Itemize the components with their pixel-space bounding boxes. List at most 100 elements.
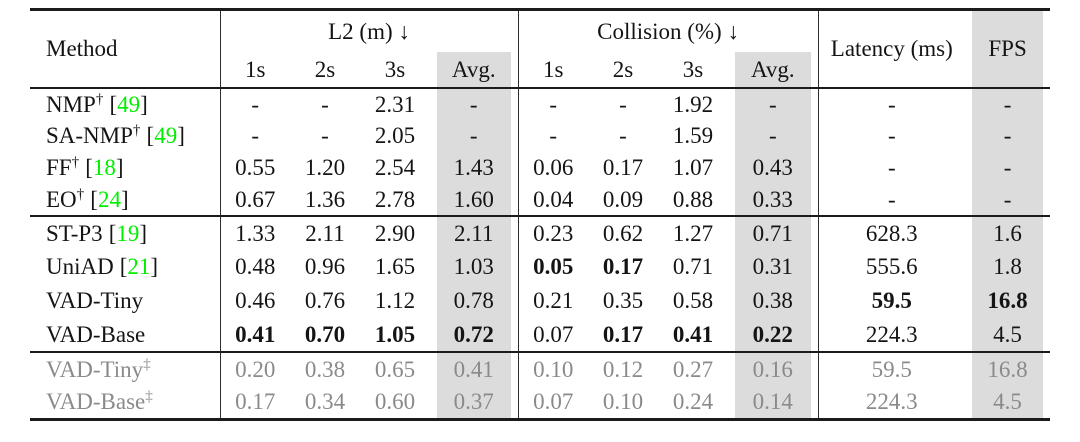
col-header-latency: Latency (ms) bbox=[830, 36, 953, 62]
header-row-groups: Method L2 (m) ↓ Collision (%) ↓ Latency … bbox=[30, 9, 1050, 88]
col-header-col-1s: 1s bbox=[543, 56, 564, 82]
latency-value: 628.3 bbox=[865, 220, 918, 246]
bracket-close: ] bbox=[177, 123, 185, 148]
l2-3s-value: 2.05 bbox=[374, 123, 416, 148]
fps-value: - bbox=[965, 87, 1050, 120]
citation-number[interactable]: 18 bbox=[92, 155, 116, 180]
l2-2s-value: 1.20 bbox=[304, 155, 346, 180]
l2-3s-value: 2.31 bbox=[374, 91, 416, 117]
method-name: VAD-Tiny bbox=[46, 356, 144, 382]
method-cell: SA-NMP† [49] bbox=[30, 119, 221, 152]
latency-value: 224.3 bbox=[865, 321, 918, 347]
col-1s-value: 0.07 bbox=[533, 389, 574, 415]
l2-1s-value: 0.48 bbox=[235, 254, 276, 279]
l2-avg-value: 0.78 bbox=[430, 283, 519, 318]
bracket-close: ] bbox=[120, 186, 129, 212]
col-1s-value: 0.05 bbox=[533, 254, 574, 279]
col-3s-value: 0.27 bbox=[672, 356, 714, 382]
col-2s-value: - bbox=[619, 123, 627, 148]
col-header-fps: FPS bbox=[965, 9, 1050, 88]
citation: [18] bbox=[85, 155, 123, 180]
fps-value: 16.8 bbox=[965, 283, 1050, 318]
l2-2s-value: 1.36 bbox=[304, 186, 346, 212]
dagger-icon: † bbox=[132, 121, 141, 139]
citation-number[interactable]: 49 bbox=[117, 91, 141, 117]
col-2s-value: 0.35 bbox=[602, 288, 644, 313]
col-avg-value: - bbox=[728, 119, 819, 152]
fps-value: 16.8 bbox=[965, 351, 1050, 386]
method-name: UniAD bbox=[46, 254, 114, 279]
l2-1s-value: 0.17 bbox=[235, 389, 276, 415]
l2-avg-value: 2.11 bbox=[430, 215, 519, 250]
bracket-close: ] bbox=[115, 155, 124, 180]
col-avg-value: 0.16 bbox=[728, 351, 819, 386]
col-3s-value: 0.88 bbox=[672, 186, 714, 212]
citation: [49] bbox=[109, 92, 147, 117]
method-name: VAD-Base bbox=[46, 321, 146, 347]
l2-avg-value: 0.72 bbox=[430, 317, 519, 352]
method-cell: VAD-Tiny bbox=[30, 283, 221, 318]
col-1s-value: 0.23 bbox=[533, 220, 574, 246]
l2-1s-value: - bbox=[251, 91, 260, 117]
l2-2s-value: 0.96 bbox=[304, 254, 346, 279]
bracket-open: [ bbox=[146, 123, 155, 148]
citation-number[interactable]: 24 bbox=[97, 186, 121, 212]
l2-3s-value: 0.60 bbox=[374, 389, 416, 415]
citation: [49] bbox=[147, 123, 185, 148]
method-cell: VAD-Base bbox=[30, 317, 221, 352]
table-row-uniad: UniAD [21] 0.48 0.96 1.65 1.03 0.05 0.17 … bbox=[30, 249, 1050, 284]
citation-number[interactable]: 49 bbox=[154, 123, 178, 148]
citation: [21] bbox=[120, 254, 158, 279]
col-avg-value: 0.31 bbox=[728, 249, 819, 284]
col-1s-value: 0.21 bbox=[533, 288, 574, 313]
latency-value: 59.5 bbox=[871, 356, 912, 382]
table-row-vad-tiny: VAD-Tiny 0.46 0.76 1.12 0.78 0.21 0.35 0… bbox=[30, 283, 1050, 318]
l2-3s-value: 1.12 bbox=[374, 288, 416, 313]
col-header-l2-avg: Avg. bbox=[430, 51, 519, 88]
dagger-icon: † bbox=[76, 184, 85, 202]
latency-value: - bbox=[887, 91, 896, 117]
bracket-open: [ bbox=[85, 155, 93, 180]
col-3s-value: 1.27 bbox=[672, 220, 714, 246]
col-avg-value: 0.14 bbox=[728, 385, 819, 420]
latency-value: 59.5 bbox=[871, 288, 912, 313]
col-avg-value: 0.33 bbox=[728, 183, 819, 216]
l2-1s-value: 0.67 bbox=[235, 186, 276, 212]
table-row-ff: FF† [18] 0.55 1.20 2.54 1.43 0.06 0.17 1.… bbox=[30, 151, 1050, 184]
l2-1s-value: 0.55 bbox=[235, 155, 276, 180]
header-row-sub: 1s 2s 3s Avg. 1s 2s 3s Avg. bbox=[30, 51, 1050, 88]
citation: [24] bbox=[90, 187, 128, 212]
latency-value: - bbox=[887, 155, 896, 180]
group-extra: VAD-Tiny‡ 0.20 0.38 0.65 0.41 0.10 0.12 … bbox=[30, 351, 1051, 420]
col-1s-value: 0.10 bbox=[533, 356, 574, 382]
dagger-icon: † bbox=[95, 89, 104, 107]
l2-avg-value: 1.43 bbox=[430, 151, 519, 184]
l2-avg-value: - bbox=[430, 119, 519, 152]
col-header-col-2s: 2s bbox=[612, 56, 634, 82]
fps-value: - bbox=[965, 119, 1050, 152]
fps-value: 1.6 bbox=[965, 215, 1050, 250]
col-2s-value: 0.09 bbox=[602, 186, 644, 212]
citation-number[interactable]: 21 bbox=[127, 254, 151, 279]
l2-3s-value: 1.65 bbox=[374, 254, 416, 279]
latency-value: - bbox=[887, 186, 896, 212]
l2-1s-value: 1.33 bbox=[235, 220, 276, 246]
l2-2s-value: 0.70 bbox=[304, 321, 346, 347]
method-cell: NMP† [49] bbox=[30, 87, 221, 120]
col-2s-value: 0.17 bbox=[602, 254, 644, 279]
method-cell: VAD-Tiny‡ bbox=[30, 351, 221, 386]
col-header-col-avg: Avg. bbox=[728, 51, 819, 88]
table-row-vad-base: VAD-Base 0.41 0.70 1.05 0.72 0.07 0.17 0… bbox=[30, 317, 1050, 352]
col-1s-value: 0.04 bbox=[533, 186, 574, 212]
bracket-close: ] bbox=[140, 91, 148, 117]
col-header-col-3s: 3s bbox=[682, 56, 704, 82]
method-name: VAD-Tiny bbox=[46, 288, 144, 313]
col-1s-value: 0.07 bbox=[533, 321, 574, 347]
col-header-l2-3s: 3s bbox=[384, 56, 406, 82]
method-cell: EO† [24] bbox=[30, 183, 221, 216]
citation-number[interactable]: 19 bbox=[116, 220, 140, 246]
l2-avg-value: 0.37 bbox=[430, 385, 519, 420]
method-name: EO bbox=[46, 186, 77, 212]
table-row-vad-base-dd: VAD-Base‡ 0.17 0.34 0.60 0.37 0.07 0.10 … bbox=[30, 385, 1050, 420]
l2-2s-value: 0.34 bbox=[304, 389, 346, 415]
